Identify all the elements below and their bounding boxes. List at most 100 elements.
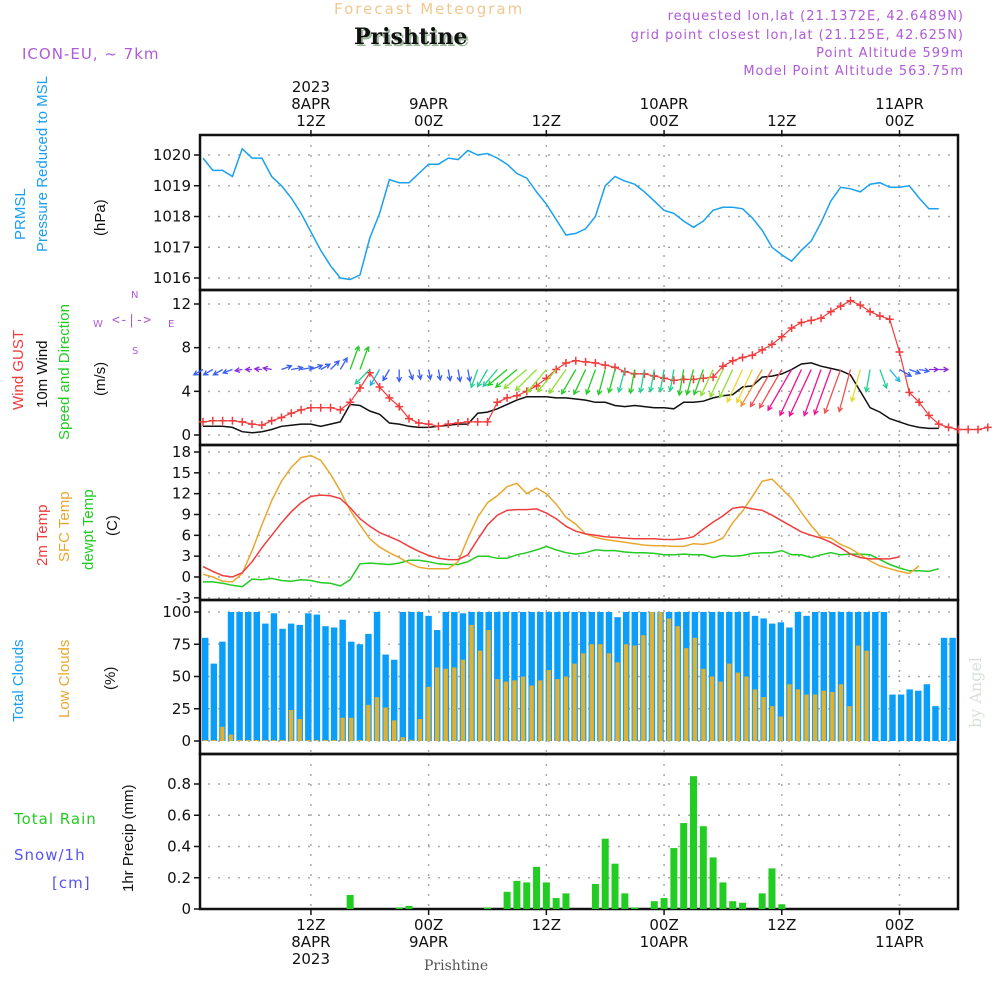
wind-gust-marker (355, 384, 364, 393)
low-cloud-bar (400, 737, 405, 741)
wind-direction-arrow (202, 368, 214, 376)
bottom-x-tick-label: 00Z (649, 916, 678, 934)
total-rain-label: Total Rain (14, 810, 97, 828)
low-cloud-bar (460, 659, 466, 741)
wind-gust-marker (532, 381, 541, 390)
precip-bar (346, 894, 354, 909)
wind-direction-arrow (596, 369, 606, 396)
top-x-tick-label: 10APR (640, 95, 689, 113)
wind-gust-marker (787, 324, 796, 333)
low-cloud-bar (383, 707, 388, 741)
wind-gust-marker (758, 345, 767, 354)
wind-direction-arrow (767, 369, 793, 412)
low-cloud-bar (443, 668, 448, 741)
total-cloud-bar (408, 612, 415, 741)
wind-y-tick-label: 8 (181, 339, 191, 357)
wind-direction-arrow (628, 369, 636, 395)
low-cloud-bar (426, 686, 431, 741)
wind-gust-marker (591, 358, 600, 367)
wind-gust-marker (660, 374, 669, 383)
model-altitude: Model Point Altitude 563.75m (743, 64, 964, 79)
total-cloud-bar (262, 623, 269, 741)
low-cloud-bar (692, 637, 698, 741)
total-cloud-bar (416, 612, 424, 741)
low-cloud-bar (546, 670, 551, 741)
wind-gust-marker (885, 315, 894, 324)
wind-direction-arrow (354, 369, 371, 385)
bottom-x-tick-label: 10APR (640, 933, 689, 951)
wind-gust-marker (287, 409, 296, 418)
temperature-y-tick-label: -3 (176, 589, 191, 607)
wind-direction-arrow (482, 369, 498, 388)
wind-direction-arrow (909, 368, 922, 375)
wind-direction-arrow (617, 369, 626, 394)
wind-gust-marker (395, 402, 404, 411)
temp2m-line (202, 494, 900, 578)
wind-direction-arrow (692, 369, 704, 396)
pressure-y-tick-label: 1020 (153, 146, 191, 164)
total-cloud-bar (356, 644, 364, 741)
wind-gust-marker (248, 420, 257, 429)
wind-y-tick-label: 0 (181, 426, 191, 444)
wind-direction-arrow (573, 369, 587, 396)
bottom-x-tick-label: 2023 (292, 950, 330, 968)
total-cloud-bar (872, 612, 879, 741)
precip-bar (778, 904, 786, 909)
wind-direction-arrow (300, 365, 315, 372)
wind-direction-arrow (709, 369, 724, 399)
total-cloud-bar (365, 633, 372, 741)
precip-bar (523, 882, 531, 909)
wind-gust-marker (336, 405, 345, 414)
low-cloud-bar (306, 739, 311, 741)
top-x-tick-label: 12Z (532, 112, 561, 130)
low-cloud-bar (838, 684, 844, 741)
low-cloud-bar (357, 739, 362, 741)
point-altitude: Point Altitude 599m (816, 46, 964, 61)
total-cloud-bar (751, 615, 759, 741)
wind-gust-marker (257, 421, 266, 430)
wind-gust-marker (316, 403, 325, 412)
wind-gust-marker (385, 393, 394, 402)
top-x-tick-label: 8APR (291, 95, 330, 113)
low-cloud-bar (821, 690, 826, 741)
wind-gust-marker (208, 416, 217, 425)
top-x-tick-label: 00Z (885, 112, 914, 130)
total-cloud-bar (202, 637, 209, 741)
wind-direction-arrow (718, 369, 734, 399)
wind-direction-arrow (369, 369, 381, 387)
low-cloud-bar (864, 650, 869, 741)
wind-direction-arrow (837, 369, 852, 413)
wind-gust-marker (934, 420, 943, 429)
pressure-line (202, 147, 939, 281)
compass-n: N (131, 290, 139, 301)
low-cloud-bar (520, 676, 526, 741)
compass-s: S (132, 346, 139, 357)
precip-bar (709, 857, 717, 909)
wind-direction-arrow (561, 369, 577, 396)
low-cloud-bar (331, 739, 337, 741)
low-cloud-bar (855, 645, 861, 741)
wind-gust-marker (306, 403, 315, 412)
wind-gust-marker (817, 314, 826, 323)
top-x-tick-label: 12Z (296, 112, 325, 130)
wind-gust-marker (473, 417, 482, 426)
total-cloud-bar (270, 613, 278, 741)
wind-gust-marker (512, 391, 521, 400)
total-cloud-bar (932, 706, 939, 741)
low-cloud-bar (288, 710, 294, 741)
low-cloud-bar (297, 719, 302, 741)
low-cloud-bar (761, 697, 766, 741)
low-cloud-bar (280, 739, 285, 741)
total-cloud-bar (794, 612, 802, 741)
pressure-y-tick-label: 1016 (153, 269, 191, 287)
cm-label: [cm] (52, 874, 91, 892)
wind-direction-arrow (396, 369, 403, 383)
low-cloud-bar (718, 681, 723, 741)
station-name: Prishtine (354, 24, 468, 50)
temperature-y-tick-label: 15 (172, 464, 191, 482)
temperature-y-tick-label: 6 (181, 526, 191, 544)
low-cloud-bar (409, 739, 414, 741)
wind-gust-marker (738, 353, 747, 362)
wind-gust-marker (463, 417, 472, 426)
low-cloud-bar (374, 697, 380, 741)
